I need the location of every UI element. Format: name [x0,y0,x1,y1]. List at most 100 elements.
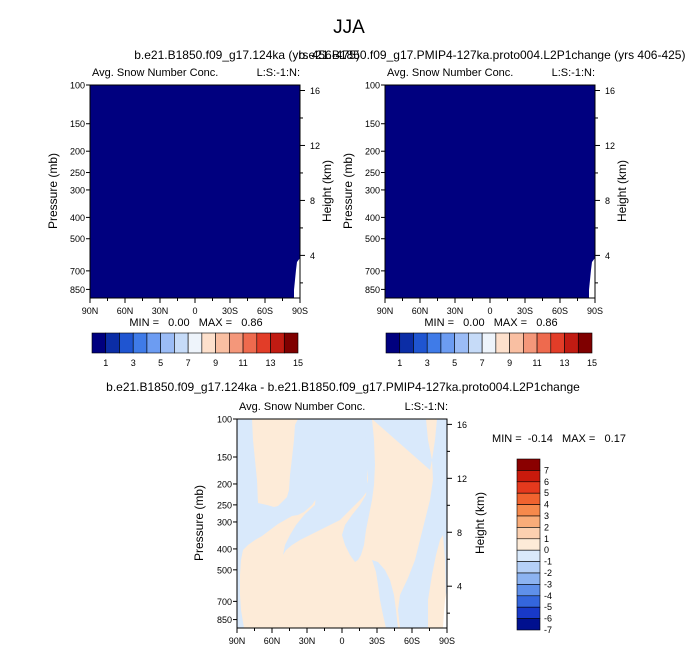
panel-1-terrain-mask [294,258,300,298]
latitude-tick-label: 0 [192,306,197,316]
colorbar-swatch [132,332,148,354]
colorbar-swatch [201,332,216,354]
height-tick-label: 16 [310,86,320,96]
panel-3-ylabel-right: Height (km) [473,492,487,554]
height-tick-label: 8 [605,196,610,206]
colorbar-swatch [426,332,442,354]
panel-3-latitude-axis: 90N 60N 30N 0 30S 60S 90S [229,628,455,646]
panel-3-terrain-mask [443,590,447,628]
colorbar-swatch [516,606,541,619]
panel-1-subtitle-left: Avg. Snow Number Conc. [92,67,218,79]
height-tick-label: 4 [457,582,462,592]
pressure-tick-label: 700 [217,597,232,607]
pressure-tick-label: 400 [217,544,232,554]
panel-1-ylabel-right: Height (km) [320,160,334,222]
panel-3-title: b.e21.B1850.f09_g17.124ka - b.e21.B1850.… [106,380,580,394]
colorbar-swatch [516,595,541,608]
panel-2-field [385,85,595,298]
height-tick-label: 12 [310,141,320,151]
pressure-tick-label: 300 [70,185,85,195]
colorbar-swatch [283,332,299,354]
pressure-tick-label: 100 [70,81,85,91]
colorbar-label: 13 [266,358,276,368]
colorbar-label: 9 [213,358,218,368]
latitude-tick-label: 90S [587,306,603,316]
panel-1-field [90,85,300,298]
panel-1: b.e21.B1850.f09_g17.124ka (yrs 456-475) … [46,48,360,368]
panel-1-latitude-axis: 90N 60N 30N 0 30S 60S 90S [82,298,308,316]
colorbar-swatch [270,332,285,354]
colorbar-swatch [495,332,510,354]
colorbar-swatch [516,504,541,517]
latitude-tick-label: 0 [487,306,492,316]
colorbar-label: 11 [532,358,541,368]
colorbar-swatch [509,332,524,354]
colorbar-label: 15 [587,358,597,368]
colorbar-swatch [516,492,541,505]
pressure-tick-label: 400 [365,213,380,223]
colorbar-swatch [577,332,593,354]
height-tick-label: 8 [310,196,315,206]
height-tick-label: 12 [605,141,615,151]
pressure-tick-label: 250 [217,500,232,510]
colorbar-label: 5 [544,488,549,498]
panel-3-min-max: MIN = -0.14 MAX = 0.17 [492,433,626,445]
latitude-tick-label: 30S [222,306,238,316]
pressure-tick-label: 200 [70,147,85,157]
pressure-tick-label: 500 [365,234,380,244]
latitude-tick-label: 30N [447,306,464,316]
colorbar-label: 0 [544,545,549,555]
colorbar-swatch [516,561,541,574]
latitude-tick-label: 60N [264,636,281,646]
colorbar-label: -5 [544,602,552,612]
pressure-tick-label: 700 [365,266,380,276]
panel-1-ylabel: Pressure (mb) [46,153,60,229]
colorbar-swatch [516,618,541,631]
panel-2-min-max: MIN = 0.00 MAX = 0.86 [424,317,557,329]
colorbar-swatch [564,332,579,354]
latitude-tick-label: 0 [339,636,344,646]
colorbar-swatch [160,332,175,354]
latitude-tick-label: 30N [299,636,316,646]
latitude-tick-label: 60S [257,306,273,316]
height-tick-label: 4 [605,251,610,261]
panel-3-ylabel: Pressure (mb) [192,485,206,561]
latitude-tick-label: 30N [152,306,169,316]
panel-2: b.e21.B1850.f09_g17.PMIP4-127ka.proto004… [299,48,686,368]
panel-3-negative-region-central [283,419,369,555]
colorbar-label: 15 [293,358,303,368]
colorbar-label: 9 [507,358,512,368]
latitude-tick-label: 60N [412,306,429,316]
panel-1-height-axis: 16 12 8 4 [300,86,320,284]
panel-1-colorbar: 1 3 5 7 9 11 13 15 [91,332,303,368]
pressure-tick-label: 850 [365,285,380,295]
colorbar-swatch [385,332,401,354]
pressure-tick-label: 500 [217,565,232,575]
pressure-tick-label: 250 [365,168,380,178]
latitude-tick-label: 90N [377,306,394,316]
panel-2-terrain-mask [589,258,595,298]
colorbar-swatch [399,332,414,354]
colorbar-swatch [481,332,497,354]
panel-2-ylabel-right: Height (km) [615,160,629,222]
colorbar-label: 3 [544,511,549,521]
colorbar-label: 13 [560,358,570,368]
pressure-tick-label: 400 [70,213,85,223]
colorbar-swatch [516,538,541,551]
latitude-tick-label: 60S [552,306,568,316]
pressure-tick-label: 850 [217,615,232,625]
colorbar-label: 7 [544,465,549,475]
panel-2-subtitle-right: L:S:-1:N: [552,67,595,79]
colorbar-swatch [146,332,161,354]
colorbar-label: 3 [131,358,136,368]
panel-3-height-axis: 16 12 8 4 [447,420,467,614]
colorbar-swatch [516,572,541,585]
latitude-tick-label: 30S [369,636,385,646]
colorbar-swatch [187,332,203,354]
panel-1-title: b.e21.B1850.f09_g17.124ka (yrs 456-475) [134,48,360,62]
pressure-tick-label: 100 [365,81,380,91]
latitude-tick-label: 90S [439,636,455,646]
panel-3-negative-region-west [237,419,323,628]
panel-3-negative-region-lower [372,560,398,628]
